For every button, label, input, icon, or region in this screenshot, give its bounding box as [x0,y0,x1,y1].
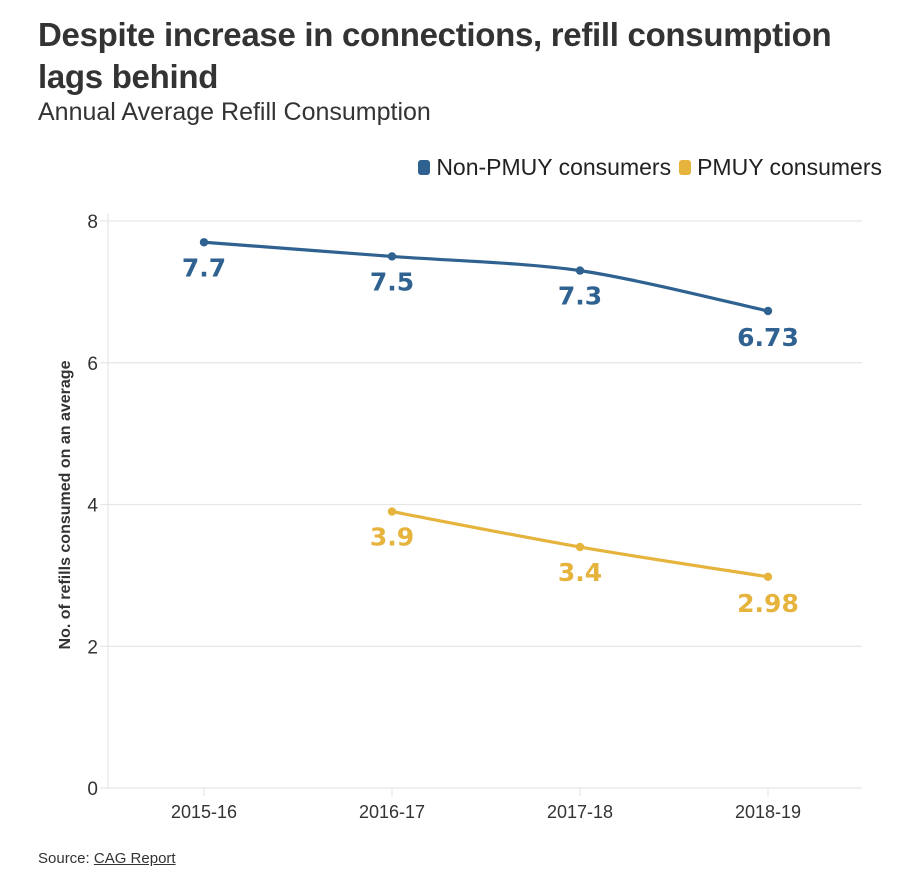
axes: 0 2 4 6 8 2015-16 2016-17 2017-18 2018-19 No. of … [57,212,801,822]
source-note: Source: CAG Report [38,850,176,867]
data-point-non-pmuy [763,306,773,316]
y-tick-label: 8 [87,212,98,233]
gridlines [100,220,862,789]
series-group [199,238,773,581]
data-point-pmuy [575,542,585,552]
y-tick-label: 2 [87,637,98,658]
chart-subtitle: Annual Average Refill Consumption [38,98,431,126]
data-labels: 7.7 7.5 7.3 6.73 3.9 3.4 2.98 [182,253,799,618]
data-label-non-pmuy: 6.73 [737,323,799,352]
x-tick-label: 2018-19 [735,802,801,822]
chart-title: Despite increase in connections, refill … [38,16,832,95]
data-label-pmuy: 3.9 [370,523,414,552]
source-prefix: Source: [38,850,90,867]
data-point-non-pmuy [575,266,585,275]
legend-swatch-pmuy [679,160,692,175]
legend-item-non-pmuy[interactable]: Non-PMUY consumers [418,154,671,181]
y-tick-label: 0 [87,779,98,800]
x-tick-label: 2015-16 [171,802,237,822]
data-point-non-pmuy [199,238,209,247]
data-label-non-pmuy: 7.5 [370,267,414,296]
data-point-non-pmuy [387,252,397,261]
data-label-non-pmuy: 7.7 [182,253,226,282]
series-line-non-pmuy [202,240,770,313]
data-point-pmuy [387,507,397,516]
data-label-non-pmuy: 7.3 [558,282,602,311]
x-tick-label: 2017-18 [547,802,613,822]
data-point-pmuy [763,572,773,581]
data-label-pmuy: 3.4 [558,558,602,587]
legend-item-pmuy[interactable]: PMUY consumers [679,154,882,181]
y-axis-title: No. of refills consumed on an average [57,360,74,649]
y-tick-label: 6 [87,354,98,375]
legend-swatch-non-pmuy [418,160,431,175]
source-link[interactable]: CAG Report [93,850,176,867]
legend: Non-PMUY consumers PMUY consumers [410,154,882,181]
y-tick-label: 4 [87,496,98,517]
x-tick-label: 2016-17 [359,802,425,822]
legend-label: PMUY consumers [697,154,882,180]
data-label-pmuy: 2.98 [737,589,799,618]
legend-label: Non-PMUY consumers [436,154,672,180]
